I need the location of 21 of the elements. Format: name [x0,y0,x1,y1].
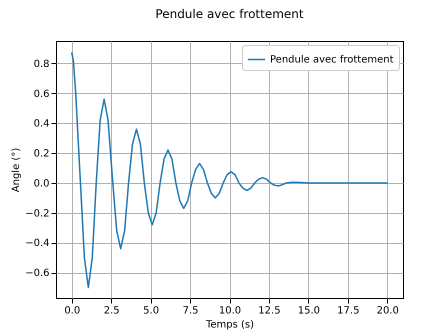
x-tick-label: 7.5 [182,306,199,316]
chart-title: Pendule avec frottement [155,7,304,21]
y-tick-label: 0.6 [34,88,50,100]
x-tick-label: 15.0 [298,306,320,316]
x-tick-label: 20.0 [376,306,399,316]
y-tick-label: 0.0 [34,178,50,190]
x-tick-label: 10.0 [218,306,242,316]
x-tick-label: 12.5 [258,306,281,316]
x-tick-label: 5.0 [143,306,160,316]
y-tick-label: −0.2 [25,208,50,220]
x-tick-label: 0.0 [64,306,80,316]
y-tick-label: 0.2 [34,148,50,160]
x-tick-label: 17.5 [337,306,360,316]
y-tick-label: 0.4 [34,118,50,130]
y-axis-title: Angle (°) [11,148,22,192]
legend-label: Pendule avec frottement [270,54,394,66]
x-tick-label: 2.5 [104,306,120,316]
y-tick-label: −0.4 [25,238,50,250]
x-axis-title: Temps (s) [204,320,254,330]
y-tick-label: −0.6 [25,268,50,280]
y-tick-label: 0.8 [34,58,50,70]
